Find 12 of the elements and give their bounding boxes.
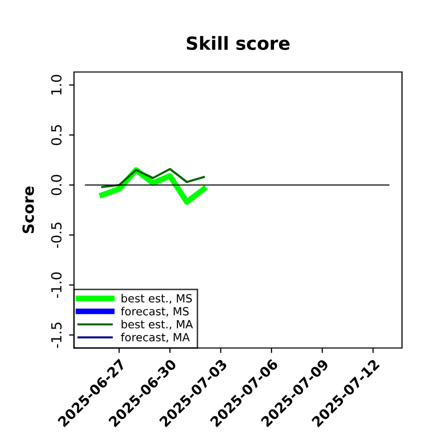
y-tick-label: -0.5: [51, 222, 62, 248]
y-tick-label: -1.0: [51, 272, 62, 298]
y-tick-label: -1.5: [51, 322, 62, 348]
legend-label: best est., MS: [122, 294, 192, 304]
y-tick-label: 0.0: [51, 174, 62, 196]
y-tick-label: 0.5: [51, 125, 62, 146]
legend-label: forecast, MA: [120, 332, 190, 343]
y-tick-label: 1.0: [51, 74, 62, 95]
y-axis-title: Score: [22, 186, 34, 234]
legend-label: forecast, MS: [120, 306, 189, 317]
chart-title: Skill score: [186, 36, 290, 50]
legend-label: best est., MA: [122, 320, 193, 330]
